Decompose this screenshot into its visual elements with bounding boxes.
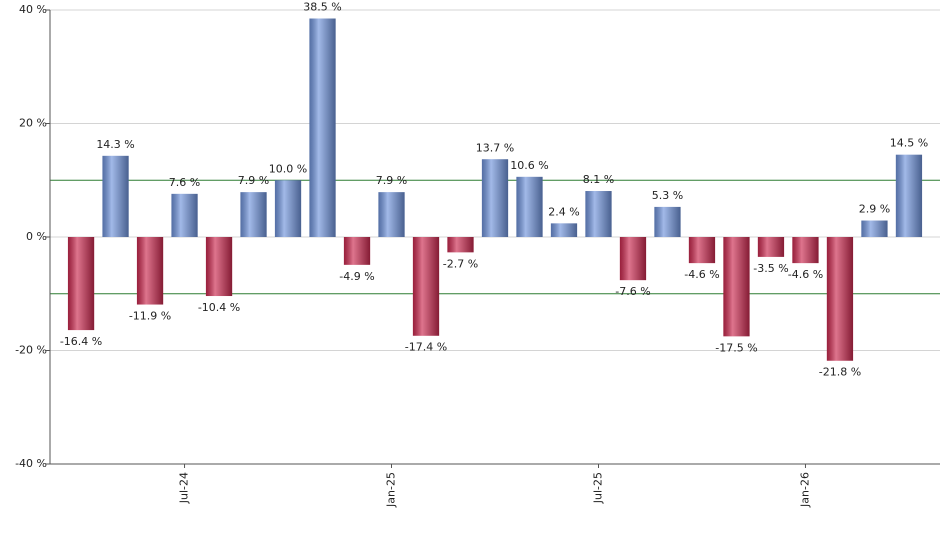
value-label: -17.5 % [715,341,757,354]
y-tick-label: -40 % [15,457,47,470]
bar [619,237,647,281]
value-label: -4.9 % [339,270,374,283]
value-label: -16.4 % [60,335,102,348]
value-label: 14.3 % [96,138,134,151]
value-label: 7.6 % [169,176,200,189]
value-label: -4.6 % [684,268,719,281]
x-tick-label: Jan-25 [385,472,398,508]
value-label: -2.7 % [443,257,478,270]
bar [240,192,267,237]
bar [516,176,543,237]
y-tick-label: 40 % [19,3,47,16]
value-label: -4.6 % [788,268,823,281]
value-label: 10.0 % [269,162,307,175]
value-label: -11.9 % [129,310,171,323]
bar [723,237,750,337]
bar [757,237,785,257]
value-label: -17.4 % [405,341,447,354]
bar [67,237,95,331]
value-label: 10.6 % [510,159,548,172]
bar [585,191,612,237]
bar [861,220,888,237]
bar [447,237,474,253]
bar [412,237,440,336]
x-tick-label: Jan-26 [798,472,811,508]
bar [654,206,681,237]
x-tick-label: Jul-25 [591,472,604,504]
bar [481,159,509,237]
value-label: 5.3 % [652,189,683,202]
bar [826,237,854,361]
y-tick-label: 0 % [26,230,47,243]
y-tick-label: -20 % [15,344,47,357]
value-label: 7.9 % [376,174,407,187]
value-label: 14.5 % [890,137,928,150]
value-label: 38.5 % [303,1,341,14]
value-label: -3.5 % [753,262,788,275]
value-label: 8.1 % [583,173,614,186]
value-label: 2.9 % [859,203,890,216]
bar [309,18,336,238]
bar [205,237,233,297]
bar [343,237,371,265]
bar [274,180,302,237]
x-tick-label: Jul-24 [178,472,191,504]
bar [171,193,198,237]
bar [102,155,129,237]
value-label: -10.4 % [198,301,240,314]
bar [688,237,716,264]
bar [378,192,405,237]
value-label: -7.6 % [615,285,650,298]
bar [792,237,819,264]
value-label: 13.7 % [476,141,514,154]
bar [136,237,164,305]
bar [550,223,578,237]
value-label: -21.8 % [819,366,861,379]
y-tick-label: 20 % [19,117,47,130]
value-label: 7.9 % [238,174,269,187]
value-label: 2.4 % [548,205,579,218]
bar [895,154,923,237]
